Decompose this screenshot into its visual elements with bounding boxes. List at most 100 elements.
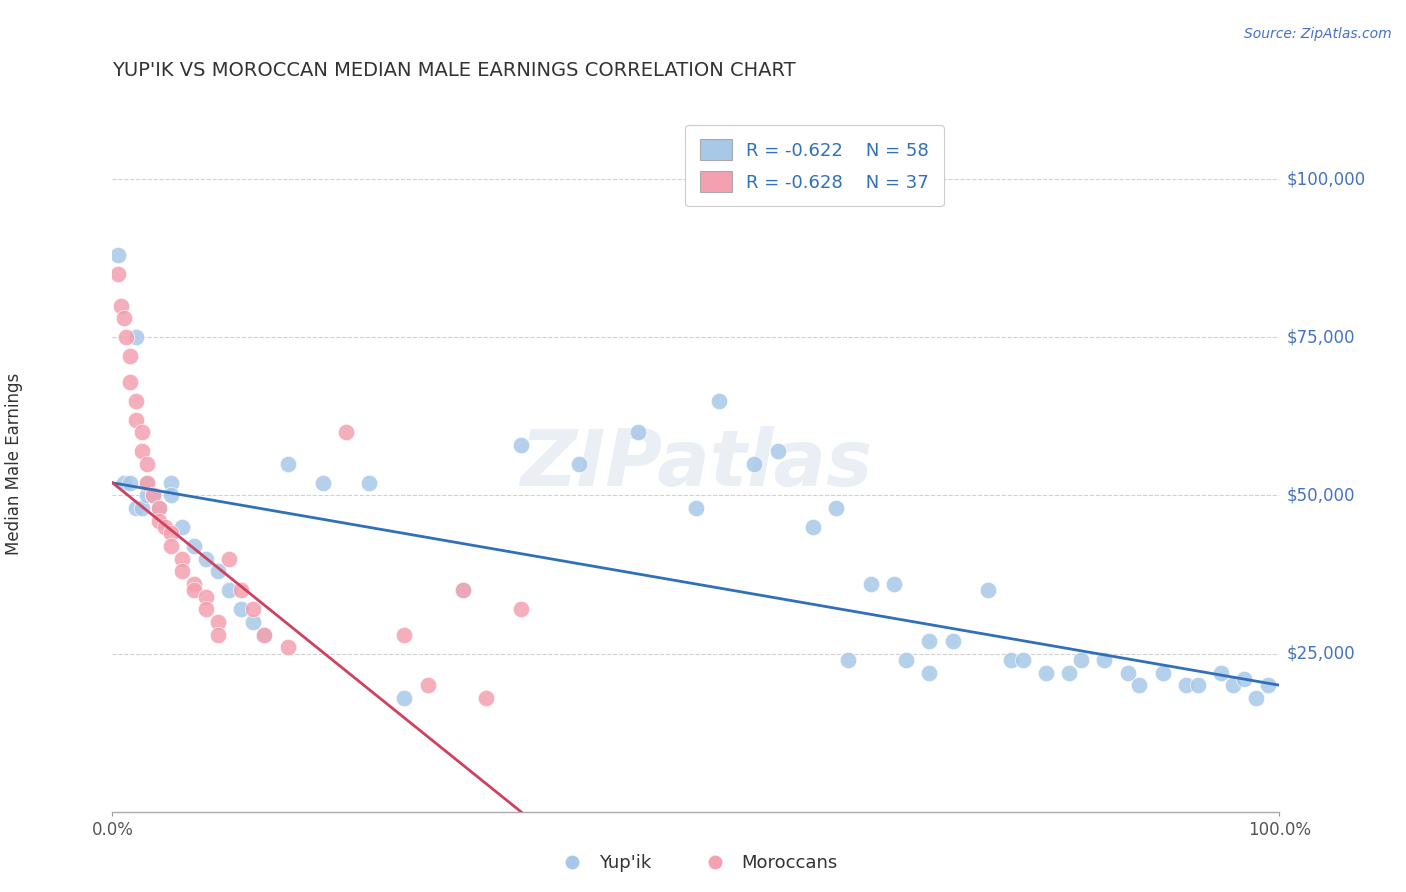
Point [218, 583, 240, 598]
Point [709, 393, 731, 408]
Point [475, 690, 498, 705]
Point [568, 457, 591, 471]
Point [242, 602, 264, 616]
Point [1244, 690, 1267, 705]
Point [183, 577, 205, 591]
Point [1000, 653, 1022, 667]
Point [125, 412, 148, 426]
Point [136, 488, 159, 502]
Point [148, 514, 170, 528]
Point [1011, 653, 1033, 667]
Point [160, 539, 183, 553]
Legend: Yup'ik, Moroccans: Yup'ik, Moroccans [547, 847, 845, 880]
Point [194, 590, 217, 604]
Point [1070, 653, 1092, 667]
Point [742, 457, 765, 471]
Text: $50,000: $50,000 [1286, 486, 1355, 505]
Point [883, 577, 905, 591]
Point [416, 678, 439, 692]
Point [392, 690, 416, 705]
Point [242, 615, 264, 629]
Point [172, 565, 194, 579]
Point [1128, 678, 1150, 692]
Point [1233, 672, 1256, 686]
Point [183, 539, 205, 553]
Point [451, 583, 474, 598]
Text: ZIPatlas: ZIPatlas [520, 425, 872, 502]
Point [837, 653, 859, 667]
Point [125, 501, 148, 516]
Point [825, 501, 848, 516]
Point [276, 640, 298, 655]
Point [1152, 665, 1174, 680]
Point [207, 615, 229, 629]
Point [1222, 678, 1244, 692]
Point [509, 438, 531, 452]
Point [253, 627, 276, 641]
Point [194, 551, 217, 566]
Point [976, 583, 998, 598]
Point [918, 634, 941, 648]
Point [1059, 665, 1081, 680]
Point [942, 634, 965, 648]
Point [153, 520, 176, 534]
Point [148, 501, 170, 516]
Point [207, 627, 229, 641]
Point [229, 602, 252, 616]
Point [1035, 665, 1057, 680]
Point [1092, 653, 1115, 667]
Point [451, 583, 474, 598]
Point [335, 425, 357, 440]
Point [107, 267, 129, 281]
Point [118, 475, 141, 490]
Point [110, 299, 132, 313]
Point [125, 330, 148, 344]
Point [142, 488, 165, 502]
Point [131, 425, 153, 440]
Point [1175, 678, 1198, 692]
Text: Source: ZipAtlas.com: Source: ZipAtlas.com [1244, 27, 1392, 41]
Point [392, 627, 416, 641]
Point [1209, 665, 1232, 680]
Point [183, 583, 205, 598]
Point [118, 349, 141, 363]
Point [1257, 678, 1279, 692]
Point [918, 665, 941, 680]
Point [229, 583, 252, 598]
Point [311, 475, 333, 490]
Point [1187, 678, 1209, 692]
Point [112, 475, 135, 490]
Point [509, 602, 531, 616]
Point [136, 457, 159, 471]
Text: Median Male Earnings: Median Male Earnings [6, 373, 22, 555]
Point [148, 501, 170, 516]
Point [766, 444, 789, 458]
Point [894, 653, 917, 667]
Point [627, 425, 650, 440]
Point [207, 565, 229, 579]
Point [125, 393, 148, 408]
Point [160, 526, 183, 541]
Point [276, 457, 298, 471]
Point [112, 311, 135, 326]
Text: $75,000: $75,000 [1286, 328, 1355, 346]
Point [115, 330, 138, 344]
Text: $25,000: $25,000 [1286, 645, 1355, 663]
Point [131, 501, 153, 516]
Text: $100,000: $100,000 [1286, 170, 1365, 188]
Point [801, 520, 824, 534]
Point [685, 501, 707, 516]
Point [160, 488, 183, 502]
Point [172, 551, 194, 566]
Point [142, 488, 165, 502]
Point [131, 444, 153, 458]
Point [194, 602, 217, 616]
Point [107, 248, 129, 262]
Point [118, 375, 141, 389]
Point [253, 627, 276, 641]
Point [160, 475, 183, 490]
Point [359, 475, 381, 490]
Point [172, 520, 194, 534]
Point [136, 475, 159, 490]
Point [1116, 665, 1139, 680]
